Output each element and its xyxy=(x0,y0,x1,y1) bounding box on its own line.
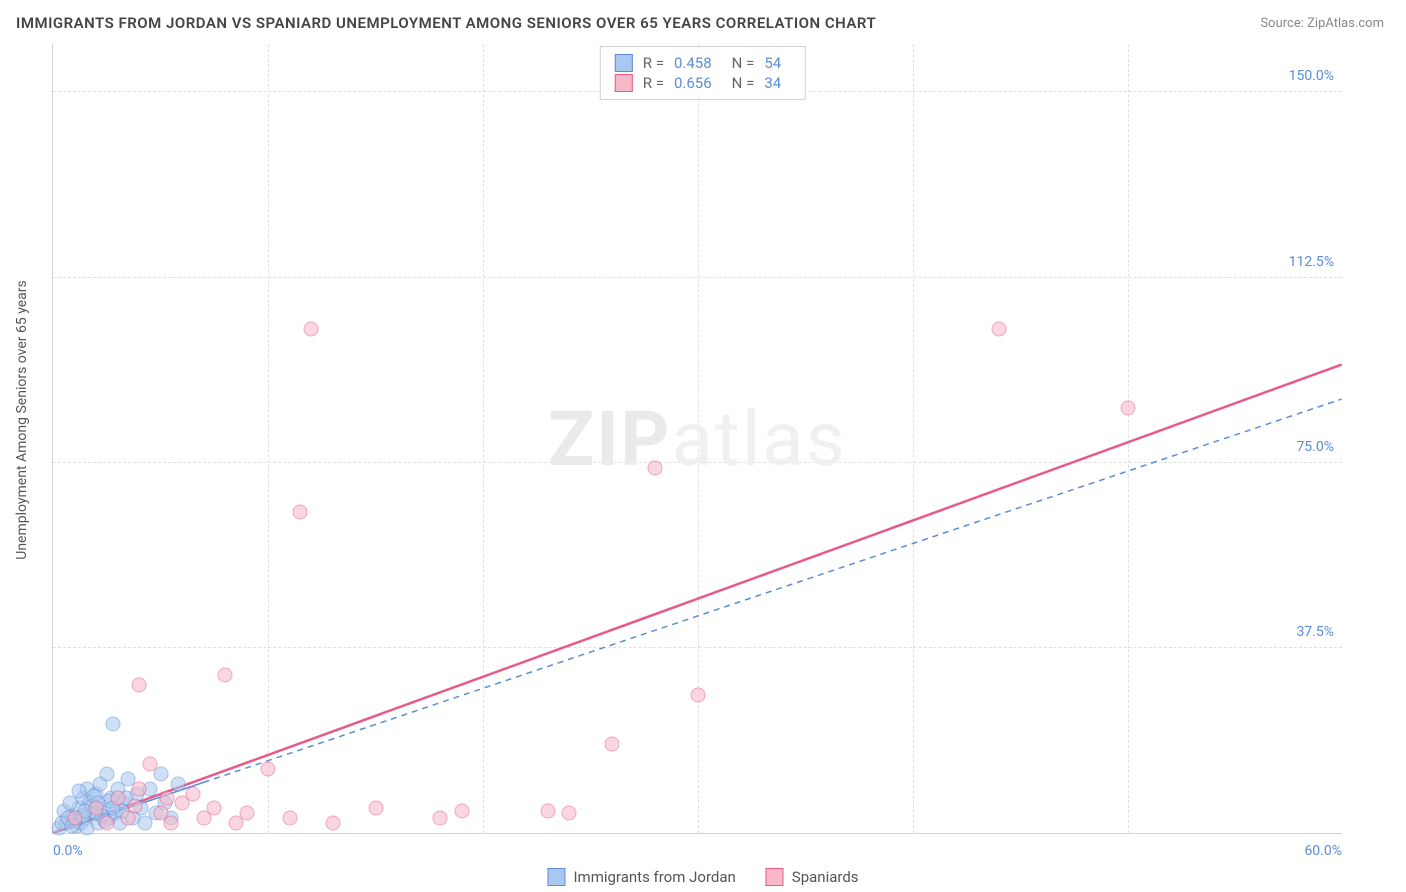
point-spain xyxy=(562,806,577,821)
point-spain xyxy=(89,801,104,816)
point-spain xyxy=(207,801,222,816)
y-tick-label: 75.0% xyxy=(1296,439,1334,455)
point-spain xyxy=(282,811,297,826)
swatch-icon xyxy=(615,74,633,92)
point-spain xyxy=(164,816,179,831)
series-legend: Immigrants from Jordan Spaniards xyxy=(547,868,858,886)
source-link[interactable]: ZipAtlas.com xyxy=(1307,16,1384,31)
legend-item: Spaniards xyxy=(766,868,859,886)
point-jordan xyxy=(170,776,185,791)
legend-row-jordan: R =0.458N =54 xyxy=(615,53,791,73)
point-spain xyxy=(325,816,340,831)
point-spain xyxy=(185,786,200,801)
point-jordan xyxy=(106,717,121,732)
y-tick-label: 37.5% xyxy=(1296,624,1334,640)
point-jordan xyxy=(71,784,86,799)
point-spain xyxy=(1121,401,1136,416)
swatch-icon xyxy=(547,868,565,886)
point-spain xyxy=(648,460,663,475)
grid-line-v xyxy=(698,44,699,833)
point-spain xyxy=(540,803,555,818)
grid-line-v xyxy=(268,44,269,833)
point-spain xyxy=(67,811,82,826)
point-spain xyxy=(293,505,308,520)
source-attribution: Source: ZipAtlas.com xyxy=(1260,16,1384,31)
correlation-legend: R =0.458N =54R =0.656N =34 xyxy=(600,46,806,100)
swatch-icon xyxy=(615,54,633,72)
point-spain xyxy=(304,322,319,337)
legend-item: Immigrants from Jordan xyxy=(547,868,735,886)
point-spain xyxy=(368,801,383,816)
point-spain xyxy=(454,803,469,818)
point-spain xyxy=(132,677,147,692)
point-spain xyxy=(433,811,448,826)
point-spain xyxy=(605,737,620,752)
x-tick-label: 60.0% xyxy=(1304,843,1342,859)
point-spain xyxy=(110,791,125,806)
point-spain xyxy=(159,791,174,806)
chart-title: IMMIGRANTS FROM JORDAN VS SPANIARD UNEMP… xyxy=(16,14,876,32)
point-spain xyxy=(142,756,157,771)
point-spain xyxy=(992,322,1007,337)
y-tick-label: 150.0% xyxy=(1289,68,1334,84)
point-spain xyxy=(99,816,114,831)
source-label: Source: xyxy=(1260,16,1303,31)
point-spain xyxy=(239,806,254,821)
point-spain xyxy=(691,687,706,702)
point-spain xyxy=(132,781,147,796)
y-tick-label: 112.5% xyxy=(1289,254,1334,270)
point-spain xyxy=(127,798,142,813)
legend-label: Spaniards xyxy=(792,868,859,886)
grid-line-v xyxy=(913,44,914,833)
legend-label: Immigrants from Jordan xyxy=(573,868,735,886)
grid-line-v xyxy=(483,44,484,833)
point-spain xyxy=(218,668,233,683)
chart-plot-area: ZIPatlas 37.5%75.0%112.5%150.0%0.0%60.0% xyxy=(52,44,1342,834)
legend-row-spain: R =0.656N =34 xyxy=(615,73,791,93)
point-spain xyxy=(261,761,276,776)
x-tick-label: 0.0% xyxy=(53,843,83,859)
point-jordan xyxy=(99,766,114,781)
y-axis-label: Unemployment Among Seniors over 65 years xyxy=(14,280,30,560)
swatch-icon xyxy=(766,868,784,886)
grid-line-v xyxy=(1128,44,1129,833)
